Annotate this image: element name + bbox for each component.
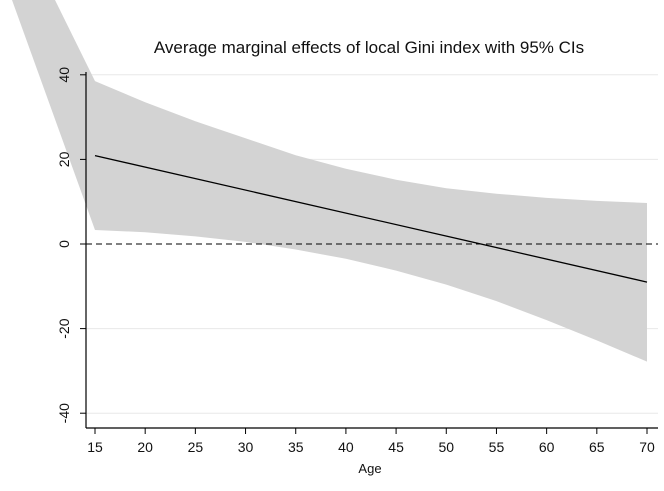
confidence-band — [95, 81, 647, 362]
y-tick-label: 20 — [56, 151, 72, 167]
y-tick-label: -20 — [56, 318, 72, 338]
chart-title: Average marginal effects of local Gini i… — [154, 38, 584, 57]
x-tick-label: 35 — [288, 439, 304, 455]
x-tick-label: 50 — [438, 439, 454, 455]
band-left-extension — [12, 0, 95, 231]
x-tick-label: 40 — [338, 439, 354, 455]
x-tick-label: 70 — [639, 439, 655, 455]
y-axis-ticks: -40 -20 0 20 40 — [56, 67, 86, 423]
x-axis-title: Age — [358, 461, 381, 476]
marginal-effect-line — [94, 154, 648, 283]
x-tick-label: 65 — [589, 439, 605, 455]
x-tick-label: 30 — [238, 439, 254, 455]
x-axis-ticks: 15 20 25 30 35 40 45 50 55 60 65 70 — [87, 428, 655, 455]
x-tick-label: 55 — [489, 439, 505, 455]
x-tick-label: 15 — [87, 439, 103, 455]
y-tick-label: -40 — [56, 403, 72, 423]
y-tick-label: 40 — [56, 67, 72, 83]
x-tick-label: 20 — [137, 439, 153, 455]
x-tick-label: 45 — [388, 439, 404, 455]
x-tick-label: 25 — [188, 439, 204, 455]
x-tick-label: 60 — [539, 439, 555, 455]
y-tick-label: 0 — [56, 240, 72, 248]
